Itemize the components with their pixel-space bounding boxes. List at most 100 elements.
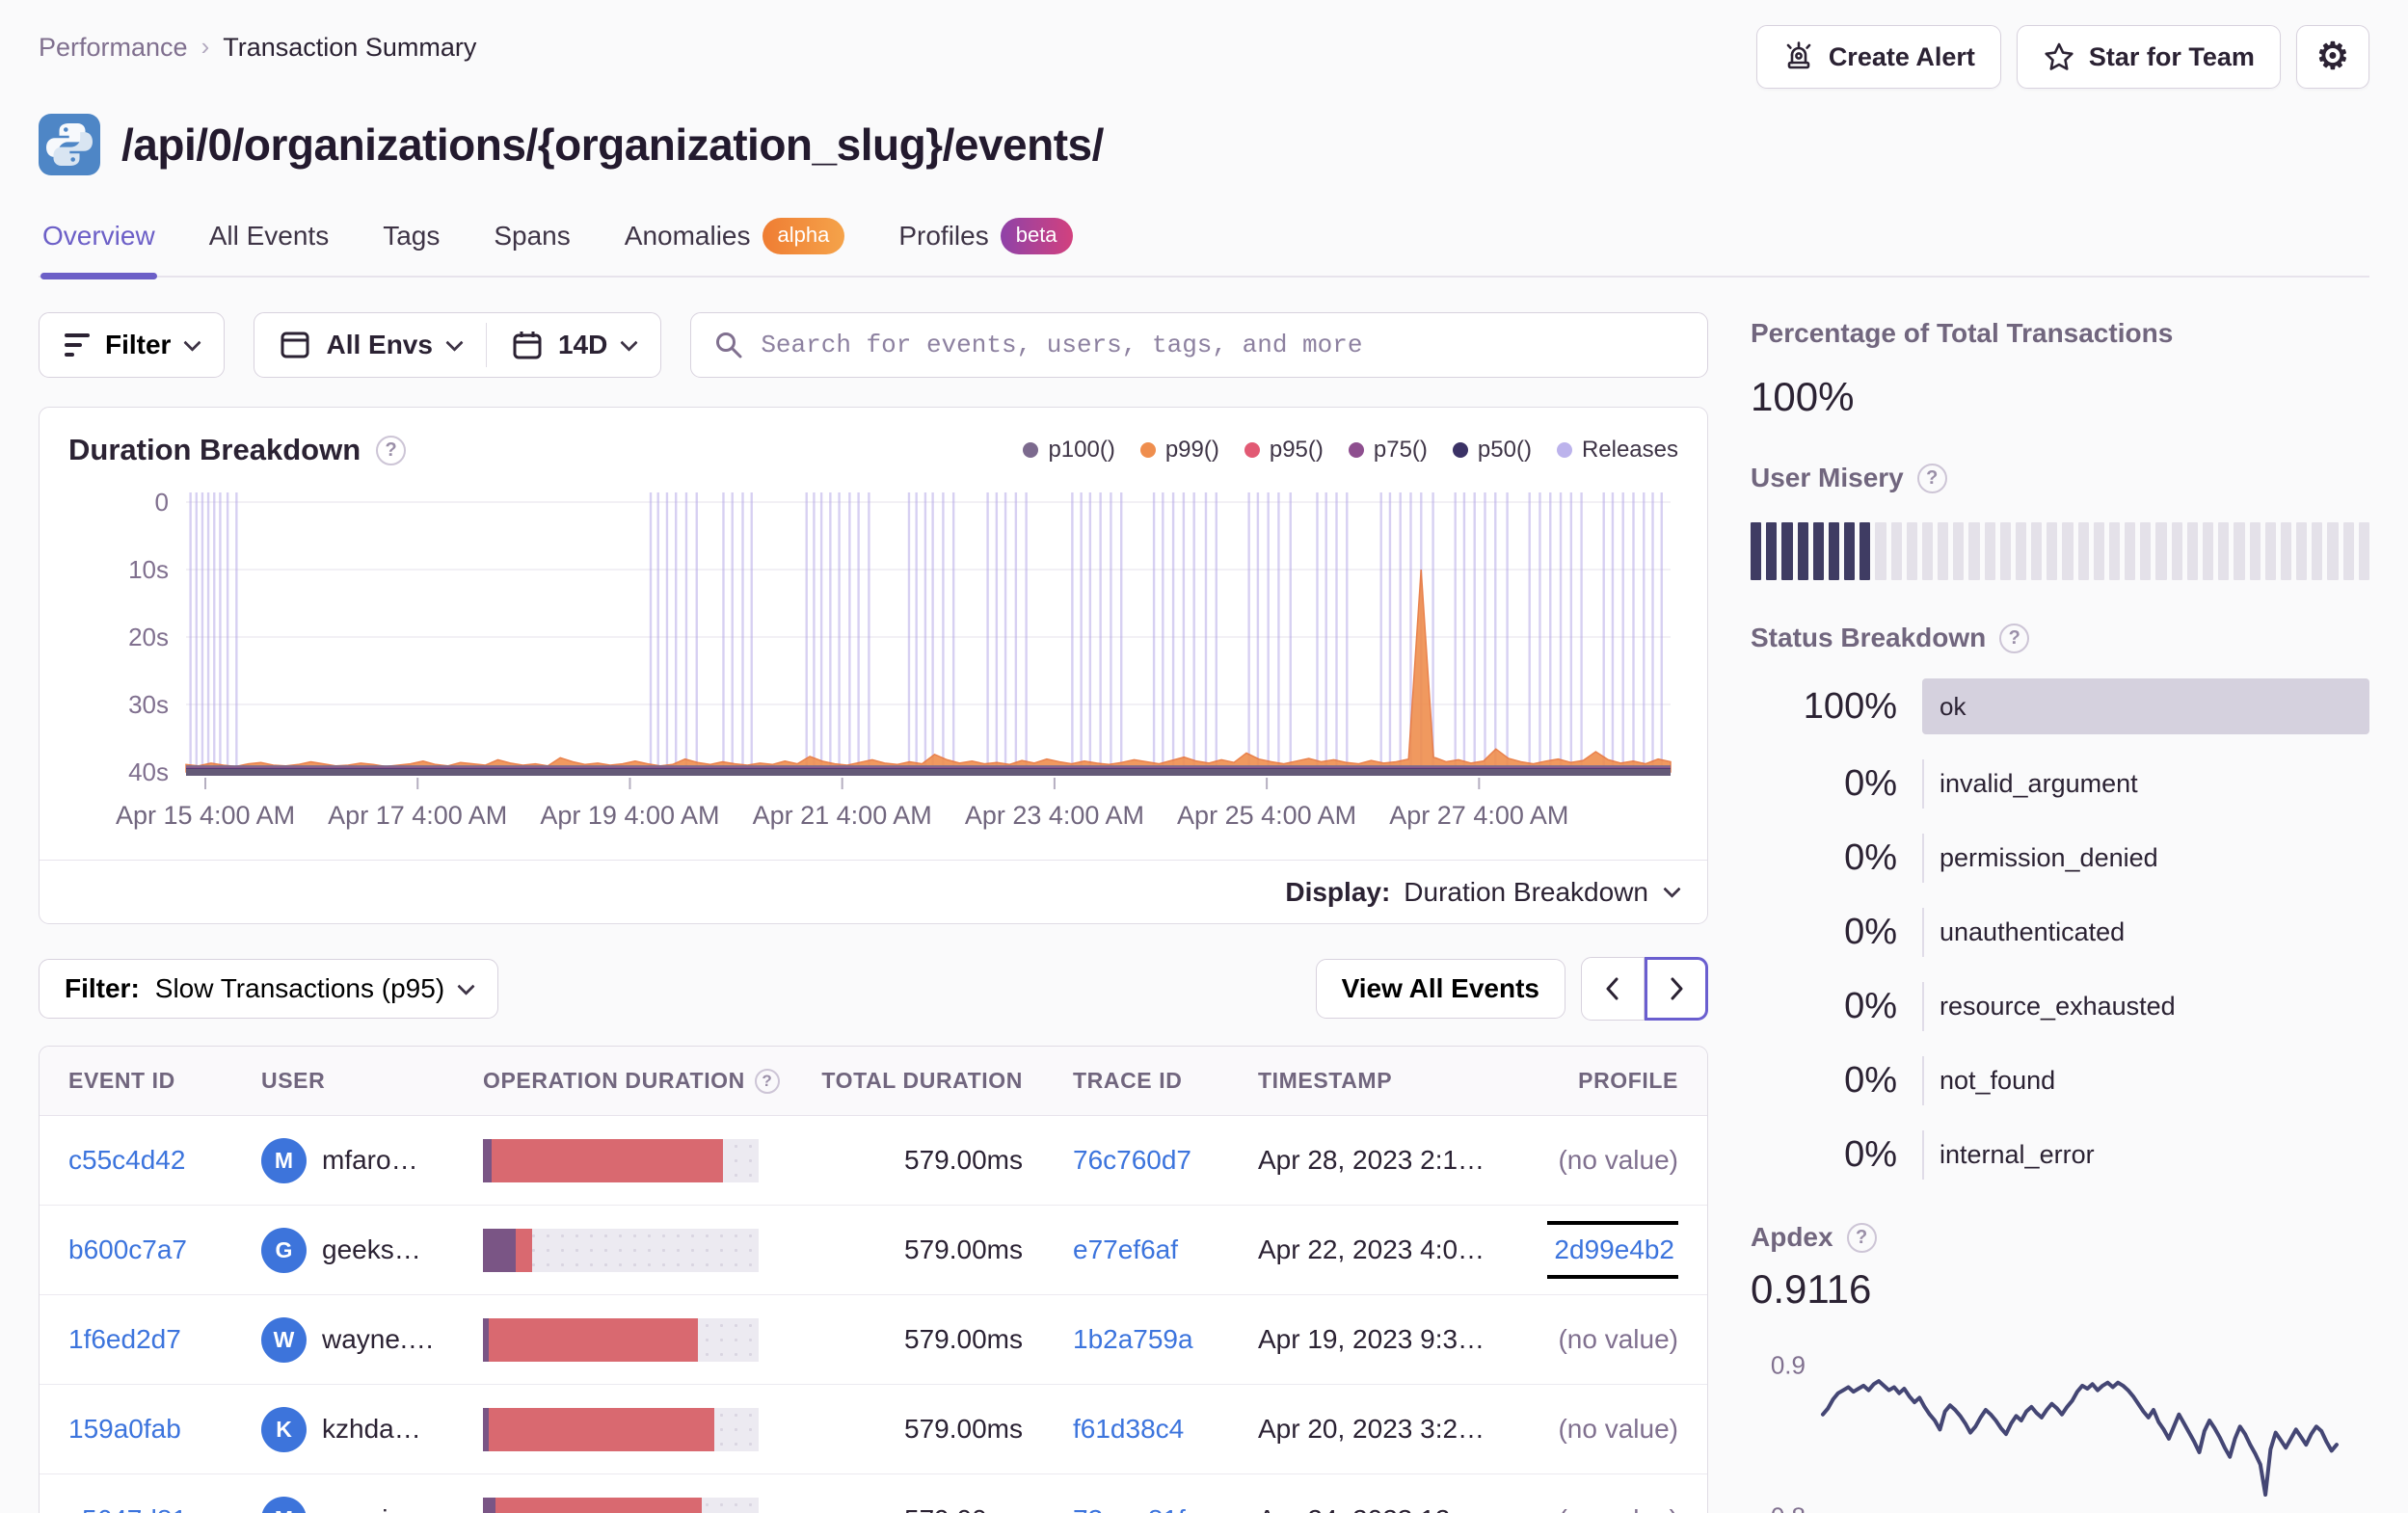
column-header-label: OPERATION DURATION	[483, 1068, 745, 1093]
tab-profiles[interactable]: Profiles beta	[896, 208, 1074, 276]
trace-id-link[interactable]: 76c760d7	[1073, 1145, 1192, 1175]
legend-item-p99[interactable]: p99()	[1139, 437, 1219, 464]
op-segment-red	[516, 1228, 533, 1272]
misery-bar-filled	[1751, 522, 1762, 580]
page-title: /api/0/organizations/{organization_slug}…	[121, 119, 1104, 170]
chart-legend: p100() p99() p95() p75() p50() Releases	[1023, 437, 1678, 464]
python-platform-icon	[39, 114, 100, 175]
profile-no-value: (no value)	[1558, 1504, 1678, 1513]
title-row: /api/0/organizations/{organization_slug}…	[39, 114, 2369, 175]
event-id-link[interactable]: 159a0fab	[68, 1414, 181, 1444]
tab-label: All Events	[208, 221, 330, 251]
search-input[interactable]	[761, 331, 1684, 359]
trace-id-link[interactable]: 1b2a759a	[1073, 1324, 1193, 1354]
misery-bar-empty	[2171, 522, 2182, 580]
tab-spans[interactable]: Spans	[492, 208, 572, 276]
transactions-filter-dropdown[interactable]: Filter: Slow Transactions (p95)	[39, 959, 499, 1019]
misery-bar-empty	[1984, 522, 1995, 580]
column-header-label: EVENT ID	[68, 1068, 175, 1093]
event-id-cell: 1f6ed2d7	[68, 1324, 261, 1355]
star-for-team-button[interactable]: Star for Team	[2016, 25, 2281, 89]
legend-dot	[1348, 442, 1364, 458]
profile-cell: (no value)	[1547, 1145, 1678, 1176]
filter-dropdown[interactable]: Filter	[39, 312, 226, 378]
trace-id-link[interactable]: f61d38c4	[1073, 1414, 1185, 1444]
timestamp-cell: Apr 28, 2023 2:1…	[1258, 1145, 1485, 1175]
environment-dropdown[interactable]: All Envs	[254, 313, 485, 377]
next-page-button[interactable]	[1645, 957, 1708, 1021]
help-icon[interactable]: ?	[1916, 463, 1947, 493]
chevron-down-icon[interactable]	[1663, 880, 1681, 898]
op-segment-red	[495, 1498, 703, 1513]
date-range-dropdown[interactable]: 14D	[487, 313, 660, 377]
user-name: kzhda…	[322, 1414, 421, 1444]
chevron-down-icon	[445, 332, 464, 352]
trace-id-link[interactable]: 73aae81f	[1073, 1504, 1186, 1513]
profile-link[interactable]: 2d99e4b2	[1554, 1234, 1674, 1264]
total-transactions-heading: Percentage of Total Transactions	[1751, 318, 2174, 348]
column-header-label: TRACE ID	[1073, 1068, 1183, 1093]
apdex-section: Apdex ? 0.9116 0.9 0.8	[1751, 1222, 2369, 1513]
misery-bar-empty	[2218, 522, 2230, 580]
total-duration-cell: 579.00ms	[904, 1234, 1023, 1264]
legend-dot	[1023, 442, 1039, 458]
legend-item-p95[interactable]: p95()	[1244, 437, 1324, 464]
chevron-down-icon	[183, 332, 202, 352]
tab-all-events[interactable]: All Events	[207, 208, 332, 276]
trace-id-link[interactable]: e77ef6af	[1073, 1234, 1178, 1264]
help-icon[interactable]: ?	[1846, 1222, 1877, 1253]
tab-anomalies[interactable]: Anomalies alpha	[623, 208, 847, 276]
calendar-icon	[512, 330, 543, 360]
status-label: invalid_argument	[1922, 759, 2369, 809]
op-segment-red	[491, 1138, 723, 1182]
column-header-timestamp: TIMESTAMP	[1258, 1068, 1547, 1094]
user-name: mfaro…	[322, 1145, 418, 1175]
operation-duration-bar	[483, 1407, 759, 1451]
search-icon	[714, 331, 743, 359]
user-misery-heading: User Misery	[1751, 463, 1904, 492]
tab-overview[interactable]: Overview	[40, 208, 157, 279]
misery-bar-empty	[2358, 522, 2369, 580]
breadcrumb-transaction-summary: Transaction Summary	[223, 33, 477, 62]
breadcrumb-separator-icon: ›	[201, 32, 210, 61]
total-duration-cell: 579.00ms	[818, 1504, 1023, 1513]
table-row: c5647d81 Mmarvin… 579.00ms 73aae81f Apr 24, …	[40, 1474, 1707, 1513]
event-id-link[interactable]: b600c7a7	[68, 1234, 188, 1264]
legend-item-p50[interactable]: p50()	[1452, 437, 1532, 464]
status-label: resource_exhausted	[1922, 982, 2369, 1031]
profile-no-value: (no value)	[1558, 1324, 1678, 1354]
svg-text:Apr 25 4:00 AM: Apr 25 4:00 AM	[1177, 801, 1356, 830]
svg-text:20s: 20s	[128, 623, 169, 651]
breadcrumb-performance[interactable]: Performance	[39, 33, 188, 62]
help-icon[interactable]: ?	[1999, 623, 2030, 653]
settings-button[interactable]: ⚙	[2295, 25, 2369, 89]
legend-item-p75[interactable]: p75()	[1348, 437, 1428, 464]
svg-text:10s: 10s	[128, 555, 169, 584]
legend-dot	[1452, 442, 1468, 458]
tab-label: Tags	[383, 221, 441, 251]
misery-bar-empty	[2296, 522, 2308, 580]
event-id-cell: 159a0fab	[68, 1414, 261, 1445]
event-id-link[interactable]: c55c4d42	[68, 1145, 186, 1175]
tab-tags[interactable]: Tags	[381, 208, 441, 276]
environment-label: All Envs	[326, 330, 433, 359]
event-id-cell: b600c7a7	[68, 1234, 261, 1265]
legend-item-p100[interactable]: p100()	[1023, 437, 1115, 464]
display-value[interactable]: Duration Breakdown	[1404, 876, 1648, 907]
previous-page-button[interactable]	[1581, 957, 1645, 1021]
status-row-permission_denied: 0% permission_denied	[1751, 834, 2369, 883]
help-icon[interactable]: ?	[754, 1068, 780, 1094]
event-id-link[interactable]: 1f6ed2d7	[68, 1324, 181, 1354]
help-icon[interactable]: ?	[376, 435, 407, 465]
operation-duration-cell	[483, 1407, 818, 1451]
legend-item-Releases[interactable]: Releases	[1556, 437, 1678, 464]
create-alert-button[interactable]: Create Alert	[1755, 25, 2001, 89]
event-id-link[interactable]: c5647d81	[68, 1504, 187, 1513]
misery-bar-empty	[2342, 522, 2354, 580]
misery-bar-empty	[2015, 522, 2027, 580]
status-label: not_found	[1922, 1056, 2369, 1105]
misery-bar-empty	[2093, 522, 2104, 580]
view-all-events-button[interactable]: View All Events	[1315, 959, 1565, 1019]
